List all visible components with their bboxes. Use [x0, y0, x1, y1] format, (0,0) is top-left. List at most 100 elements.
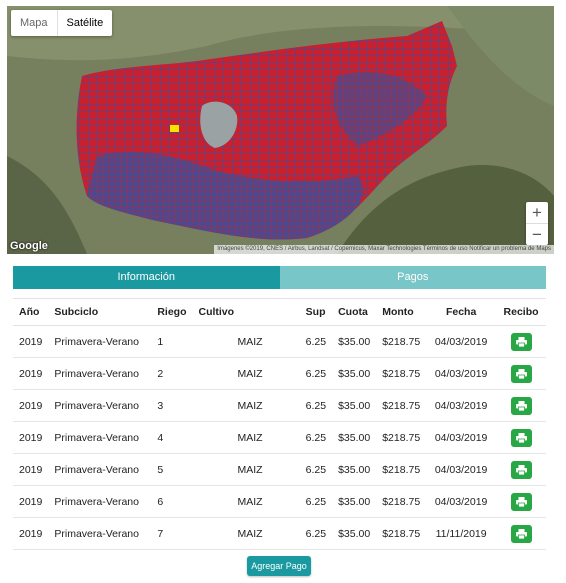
- print-receipt-button[interactable]: [510, 460, 532, 479]
- cell-cuota: $35.00: [332, 325, 377, 358]
- google-logo: Google: [10, 240, 48, 252]
- table-header-row: Año Subciclo Riego Cultivo Sup Cuota Mon…: [13, 298, 546, 326]
- cell-cultivo: MAIZ: [192, 453, 300, 486]
- cell-recibo: [496, 389, 546, 422]
- cell-anio: 2019: [13, 517, 49, 550]
- tab-informacion[interactable]: Información: [13, 266, 280, 289]
- cell-cuota: $35.00: [332, 421, 377, 454]
- table-row: 2019 Primavera-Verano 2 MAIZ 6.25 $35.00…: [13, 357, 546, 390]
- cell-subciclo: Primavera-Verano: [48, 453, 152, 486]
- cell-fecha: 04/03/2019: [426, 485, 497, 518]
- cell-sup: 6.25: [299, 389, 333, 422]
- cell-fecha: 04/03/2019: [426, 421, 497, 454]
- cell-sup: 6.25: [299, 453, 333, 486]
- header-cultivo: Cultivo: [192, 298, 300, 326]
- tab-bar: Información Pagos: [13, 266, 546, 289]
- cell-sup: 6.25: [299, 357, 333, 390]
- cell-subciclo: Primavera-Verano: [48, 421, 152, 454]
- tab-pagos[interactable]: Pagos: [279, 266, 546, 289]
- cell-cuota: $35.00: [332, 357, 377, 390]
- print-receipt-button[interactable]: [510, 428, 532, 447]
- cell-cultivo: MAIZ: [192, 325, 300, 358]
- cell-monto: $218.75: [376, 389, 427, 422]
- cell-cultivo: MAIZ: [192, 357, 300, 390]
- cell-monto: $218.75: [376, 421, 427, 454]
- cell-anio: 2019: [13, 453, 49, 486]
- map-type-mapa[interactable]: Mapa: [11, 10, 58, 36]
- cell-anio: 2019: [13, 357, 49, 390]
- cell-anio: 2019: [13, 485, 49, 518]
- cell-fecha: 11/11/2019: [426, 517, 497, 550]
- cell-fecha: 04/03/2019: [426, 389, 497, 422]
- cell-cuota: $35.00: [332, 389, 377, 422]
- cell-recibo: [496, 517, 546, 550]
- map-attribution[interactable]: Imágenes ©2019, CNES / Airbus, Landsat /…: [214, 245, 554, 254]
- cell-cultivo: MAIZ: [192, 421, 300, 454]
- cell-subciclo: Primavera-Verano: [48, 485, 152, 518]
- header-cuota: Cuota: [332, 298, 377, 326]
- cell-sup: 6.25: [299, 485, 333, 518]
- cell-sup: 6.25: [299, 421, 333, 454]
- cell-recibo: [496, 485, 546, 518]
- print-receipt-button[interactable]: [510, 524, 532, 543]
- cell-cultivo: MAIZ: [192, 485, 300, 518]
- table-row: 2019 Primavera-Verano 1 MAIZ 6.25 $35.00…: [13, 325, 546, 358]
- cell-cultivo: MAIZ: [192, 389, 300, 422]
- header-recibo: Recibo: [496, 298, 546, 326]
- cell-monto: $218.75: [376, 325, 427, 358]
- cell-subciclo: Primavera-Verano: [48, 325, 152, 358]
- header-subciclo: Subciclo: [48, 298, 152, 326]
- cell-riego: 1: [151, 325, 193, 358]
- print-icon: [515, 528, 527, 539]
- print-icon: [515, 464, 527, 475]
- cell-riego: 2: [151, 357, 193, 390]
- cell-subciclo: Primavera-Verano: [48, 357, 152, 390]
- map-type-satelite[interactable]: Satélite: [66, 17, 104, 29]
- map-canvas: [7, 6, 554, 254]
- print-receipt-button[interactable]: [510, 492, 532, 511]
- satellite-map[interactable]: Mapa Satélite + − Google Imágenes ©2019,…: [7, 6, 554, 254]
- cell-cultivo: MAIZ: [192, 517, 300, 550]
- zoom-in-button[interactable]: +: [532, 203, 542, 222]
- print-icon: [515, 496, 527, 507]
- cell-monto: $218.75: [376, 357, 427, 390]
- cell-recibo: [496, 453, 546, 486]
- header-anio: Año: [13, 298, 49, 326]
- cell-cuota: $35.00: [332, 453, 377, 486]
- payments-table: Año Subciclo Riego Cultivo Sup Cuota Mon…: [13, 298, 546, 550]
- print-receipt-button[interactable]: [510, 364, 532, 383]
- cell-fecha: 04/03/2019: [426, 357, 497, 390]
- cell-sup: 6.25: [299, 517, 333, 550]
- add-payment-button[interactable]: Agregar Pago: [247, 556, 311, 576]
- print-icon: [515, 336, 527, 347]
- cell-riego: 5: [151, 453, 193, 486]
- print-receipt-button[interactable]: [510, 396, 532, 415]
- cell-monto: $218.75: [376, 517, 427, 550]
- header-monto: Monto: [376, 298, 427, 326]
- cell-recibo: [496, 421, 546, 454]
- cell-fecha: 04/03/2019: [426, 453, 497, 486]
- cell-monto: $218.75: [376, 485, 427, 518]
- cell-monto: $218.75: [376, 453, 427, 486]
- header-fecha: Fecha: [426, 298, 497, 326]
- cell-cuota: $35.00: [332, 485, 377, 518]
- cell-sup: 6.25: [299, 325, 333, 358]
- cell-riego: 7: [151, 517, 193, 550]
- print-icon: [515, 432, 527, 443]
- cell-recibo: [496, 357, 546, 390]
- header-sup: Sup: [299, 298, 333, 326]
- cell-anio: 2019: [13, 421, 49, 454]
- zoom-divider: [526, 223, 548, 224]
- table-row: 2019 Primavera-Verano 3 MAIZ 6.25 $35.00…: [13, 389, 546, 422]
- table-row: 2019 Primavera-Verano 4 MAIZ 6.25 $35.00…: [13, 421, 546, 454]
- print-receipt-button[interactable]: [510, 332, 532, 351]
- cell-riego: 4: [151, 421, 193, 454]
- map-type-control: Mapa Satélite: [11, 10, 113, 36]
- table-row: 2019 Primavera-Verano 5 MAIZ 6.25 $35.00…: [13, 453, 546, 486]
- zoom-out-button[interactable]: −: [532, 225, 542, 244]
- table-row: 2019 Primavera-Verano 6 MAIZ 6.25 $35.00…: [13, 485, 546, 518]
- print-icon: [515, 368, 527, 379]
- print-icon: [515, 400, 527, 411]
- cell-anio: 2019: [13, 389, 49, 422]
- cell-subciclo: Primavera-Verano: [48, 517, 152, 550]
